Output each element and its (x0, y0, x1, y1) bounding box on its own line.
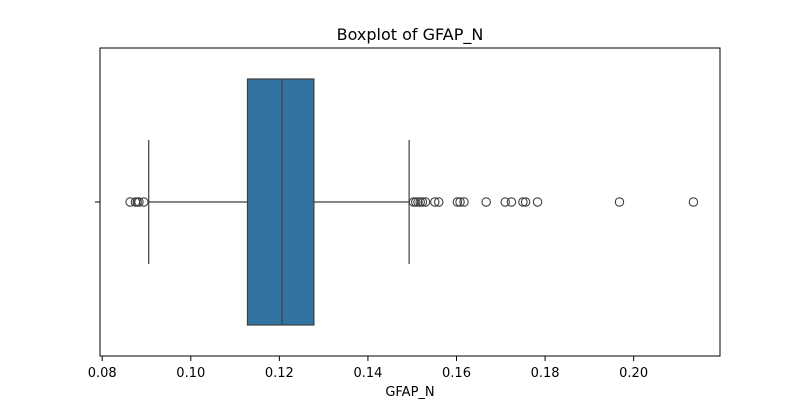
x-tick-label: 0.20 (619, 366, 648, 381)
plot-area (125, 78, 699, 326)
x-tick-label: 0.14 (353, 366, 382, 381)
outlier-point (518, 197, 528, 207)
iqr-box (246, 78, 315, 326)
outlier-point (688, 197, 699, 207)
outlier-point (417, 197, 428, 207)
outlier-point (134, 197, 144, 207)
outlier-point (506, 197, 517, 207)
outlier-point (434, 197, 444, 207)
outlier-point (139, 197, 149, 207)
outlier-point (420, 197, 431, 207)
outlier-point (452, 197, 463, 207)
chart-title: Boxplot of GFAP_N (337, 25, 484, 45)
outlier-point (500, 197, 510, 207)
x-tick-label: 0.12 (265, 366, 294, 381)
outlier-point (532, 197, 543, 207)
outlier-point (455, 197, 465, 207)
x-tick-label: 0.10 (176, 366, 205, 381)
x-tick-label: 0.18 (531, 366, 560, 381)
outlier-point (614, 197, 625, 207)
x-axis: 0.08 0.10 0.12 0.14 0.16 0.18 0.20 (88, 356, 648, 381)
outlier-point (520, 197, 531, 207)
x-tick-label: 0.16 (442, 366, 471, 381)
outlier-point (459, 197, 469, 207)
outlier-point (430, 197, 440, 207)
x-axis-label: GFAP_N (385, 385, 434, 400)
outlier-point (481, 197, 491, 207)
x-tick-label: 0.08 (88, 366, 117, 381)
